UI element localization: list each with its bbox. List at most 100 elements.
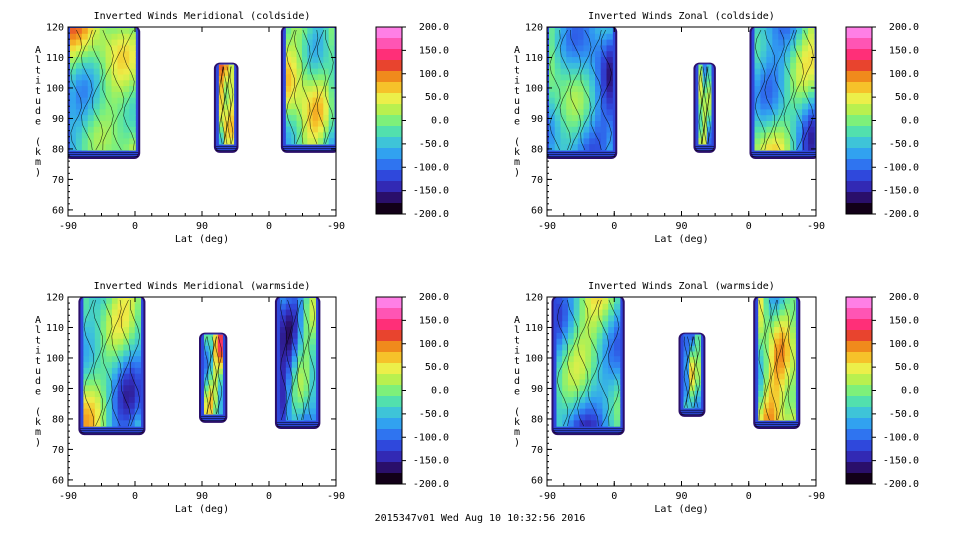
heat-cell: [778, 126, 785, 134]
heat-cell: [279, 367, 287, 375]
heat-cell: [600, 28, 608, 35]
heat-cell: [70, 28, 77, 35]
heat-cell: [297, 402, 305, 410]
heat-cell: [567, 397, 575, 404]
heat-cell: [228, 104, 235, 111]
heat-cell: [99, 39, 107, 47]
heat-cell: [111, 315, 119, 322]
y-tick-label: 120: [525, 293, 543, 304]
colorbar-swatch: [846, 418, 872, 430]
heat-cell: [808, 132, 815, 140]
heat-cell: [566, 109, 573, 116]
heat-cell: [613, 402, 621, 410]
heat-cell: [573, 408, 581, 416]
heat-cell: [312, 56, 319, 64]
heat-cell: [111, 115, 119, 122]
heat-cell: [291, 367, 299, 375]
heat-cell: [600, 39, 608, 47]
heat-cell: [779, 379, 786, 386]
heat-cell: [772, 39, 779, 47]
heat-cell: [301, 85, 308, 93]
heat-cell: [590, 298, 598, 305]
heat-cell: [70, 74, 77, 81]
heat-cell: [683, 351, 690, 358]
heat-cell: [567, 315, 575, 322]
heat-cell: [129, 91, 136, 99]
heat-cell: [93, 39, 101, 47]
y-tick-label: 110: [525, 323, 543, 334]
heat-cell: [111, 327, 119, 334]
heat-cell: [760, 103, 767, 110]
contour-line: [130, 299, 141, 427]
heat-cell: [75, 144, 83, 151]
heat-cell: [566, 80, 573, 87]
heat-cell: [303, 373, 311, 380]
heat-cell: [100, 327, 107, 334]
heat-cell: [784, 68, 791, 76]
heat-cell: [285, 396, 293, 404]
heat-cell: [89, 298, 96, 305]
heat-cell: [99, 45, 107, 52]
heat-cell: [218, 109, 225, 117]
x-tick-label: 0: [132, 491, 138, 502]
heat-cell: [595, 115, 602, 122]
heat-cell: [105, 74, 113, 81]
heat-cell: [75, 86, 83, 93]
heat-cell: [106, 350, 113, 357]
heat-cell: [208, 374, 214, 381]
heat-cell: [279, 327, 287, 334]
heat-cell: [600, 138, 608, 145]
heat-cell: [296, 114, 303, 122]
heat-cell: [285, 315, 293, 322]
contour-line: [91, 29, 104, 151]
contour-line: [68, 154, 139, 156]
heat-cell: [768, 356, 775, 363]
heat-cell: [94, 332, 102, 340]
heat-cell: [579, 402, 586, 410]
heat-cell: [772, 68, 779, 76]
heat-cell: [766, 91, 773, 99]
heat-cell: [208, 391, 214, 398]
heat-cell: [589, 45, 596, 52]
plot-area: [551, 297, 801, 436]
heat-cell: [754, 28, 762, 35]
heat-cell: [106, 414, 113, 421]
heat-cell: [613, 356, 621, 363]
colorbar-swatch: [846, 308, 872, 320]
heat-cell: [772, 115, 779, 122]
heat-cell: [560, 62, 567, 70]
heat-cell: [70, 132, 77, 140]
heat-cell: [577, 45, 585, 52]
heat-cell: [213, 357, 219, 364]
heat-cell: [129, 109, 136, 116]
heat-cell: [589, 86, 596, 93]
heat-cell: [790, 126, 797, 134]
heat-cell: [70, 120, 77, 128]
heat-cell: [760, 132, 767, 140]
heat-cell: [808, 57, 815, 64]
heat-cell: [706, 64, 712, 71]
contour-line: [102, 29, 114, 151]
heat-cell: [105, 33, 113, 41]
heat-cell: [790, 97, 797, 105]
heat-cell: [802, 57, 809, 64]
heat-cell: [583, 62, 590, 70]
heat-cell: [702, 138, 708, 145]
x-tick-label: -90: [807, 491, 825, 502]
contour-line: [577, 299, 589, 427]
heat-cell: [774, 356, 781, 363]
heat-cell: [296, 33, 303, 41]
heat-cell: [562, 321, 569, 328]
heat-cell: [560, 120, 567, 128]
heat-cell: [291, 62, 298, 70]
heat-cell: [303, 361, 311, 369]
colorbar-tick-label: -150.0: [883, 456, 919, 467]
heat-cell: [790, 303, 796, 311]
heat-cell: [554, 51, 562, 58]
heat-cell: [590, 321, 598, 328]
heat-cell: [613, 391, 621, 398]
heat-cell: [323, 80, 330, 87]
heat-cell: [328, 80, 335, 87]
heat-cell: [774, 367, 781, 375]
